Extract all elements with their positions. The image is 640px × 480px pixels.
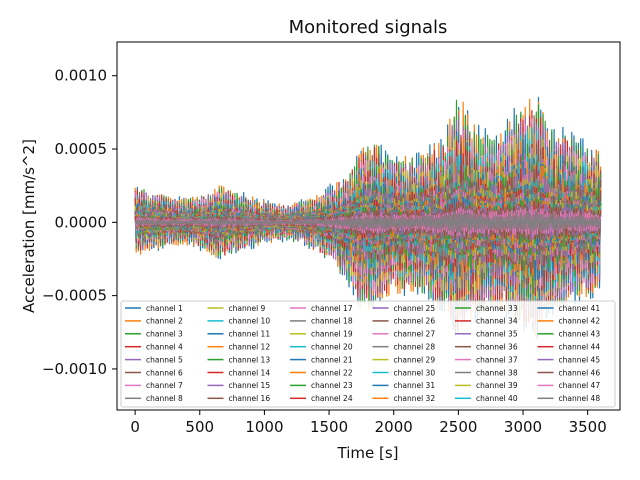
y-tick-label: 0.0010 [55, 67, 108, 85]
y-tick-label: −0.0010 [42, 360, 107, 378]
legend-entry: channel 33 [476, 304, 518, 313]
x-tick-label: 3500 [569, 418, 607, 436]
legend-entry: channel 23 [311, 381, 353, 390]
legend-entry: channel 17 [311, 304, 353, 313]
legend-entry: channel 43 [559, 330, 601, 339]
y-axis: 0.0010 0.0005 0.0000 −0.0005 −0.0010 [42, 67, 117, 378]
y-axis-label: Acceleration [mm/s^2] [20, 139, 38, 313]
legend-entry: channel 7 [146, 381, 183, 390]
legend-entry: channel 2 [146, 317, 183, 326]
legend-entry: channel 26 [394, 317, 436, 326]
legend-entry: channel 13 [229, 355, 271, 364]
legend-entry: channel 14 [229, 368, 271, 377]
legend-entry: channel 5 [146, 355, 183, 364]
x-tick-label: 0 [130, 418, 140, 436]
legend-entry: channel 38 [476, 368, 518, 377]
legend-entry: channel 21 [311, 355, 353, 364]
legend-box [120, 300, 616, 408]
legend-entry: channel 18 [311, 317, 353, 326]
legend-entry: channel 35 [476, 330, 518, 339]
legend-entry: channel 34 [476, 317, 518, 326]
legend-entry: channel 40 [476, 394, 518, 403]
legend-entry: channel 25 [394, 304, 436, 313]
x-tick-label: 500 [185, 418, 214, 436]
legend-entry: channel 1 [146, 304, 183, 313]
legend-entry: channel 22 [311, 368, 353, 377]
legend-entry: channel 11 [229, 330, 271, 339]
series-line [134, 211, 602, 233]
legend-entry: channel 31 [394, 381, 436, 390]
y-tick-label: 0.0005 [55, 140, 108, 158]
legend-entry: channel 42 [559, 317, 601, 326]
legend-entry: channel 29 [394, 355, 436, 364]
legend: channel 1 channel 2 channel 3 channel 4 chan… [120, 300, 616, 408]
legend-entry: channel 16 [229, 394, 271, 403]
x-axis: 0 500 1000 1500 2000 2500 3000 3500 [130, 410, 607, 436]
x-tick-label: 2500 [439, 418, 477, 436]
series-line [134, 201, 602, 240]
legend-entry: channel 27 [394, 330, 436, 339]
legend-entry: channel 6 [146, 368, 183, 377]
legend-entry: channel 36 [476, 343, 518, 352]
legend-entry: channel 41 [559, 304, 601, 313]
x-tick-label: 1000 [245, 418, 283, 436]
legend-entry: channel 19 [311, 330, 353, 339]
legend-entry: channel 3 [146, 330, 183, 339]
legend-entry: channel 20 [311, 343, 353, 352]
legend-entry: channel 10 [229, 317, 271, 326]
legend-entry: channel 45 [559, 355, 601, 364]
y-tick-label: 0.0000 [55, 213, 108, 231]
x-axis-label: Time [s] [337, 444, 399, 462]
legend-entry: channel 15 [229, 381, 271, 390]
legend-entry: channel 28 [394, 343, 436, 352]
plot-frame [116, 41, 621, 411]
legend-entry: channel 46 [559, 368, 601, 377]
legend-entry: channel 4 [146, 343, 183, 352]
legend-entry: channel 24 [311, 394, 353, 403]
series-layer [134, 96, 602, 340]
series-line [134, 166, 602, 272]
series-line [134, 206, 602, 237]
legend-entry: channel 30 [394, 368, 436, 377]
legend-entry: channel 39 [476, 381, 518, 390]
series-line [134, 180, 602, 263]
series-line [134, 175, 602, 263]
legend-entry: channel 8 [146, 394, 183, 403]
legend-entry: channel 9 [229, 304, 266, 313]
legend-entry: channel 48 [559, 394, 601, 403]
x-tick-label: 1500 [310, 418, 348, 436]
legend-entry: channel 44 [559, 343, 601, 352]
legend-entry: channel 12 [229, 343, 271, 352]
y-tick-label: −0.0005 [42, 287, 107, 305]
chart-title: Monitored signals [289, 17, 448, 38]
legend-entry: channel 32 [394, 394, 436, 403]
legend-entry: channel 37 [476, 355, 518, 364]
x-tick-label: 3000 [504, 418, 542, 436]
x-tick-label: 2000 [375, 418, 413, 436]
legend-entry: channel 47 [559, 381, 601, 390]
